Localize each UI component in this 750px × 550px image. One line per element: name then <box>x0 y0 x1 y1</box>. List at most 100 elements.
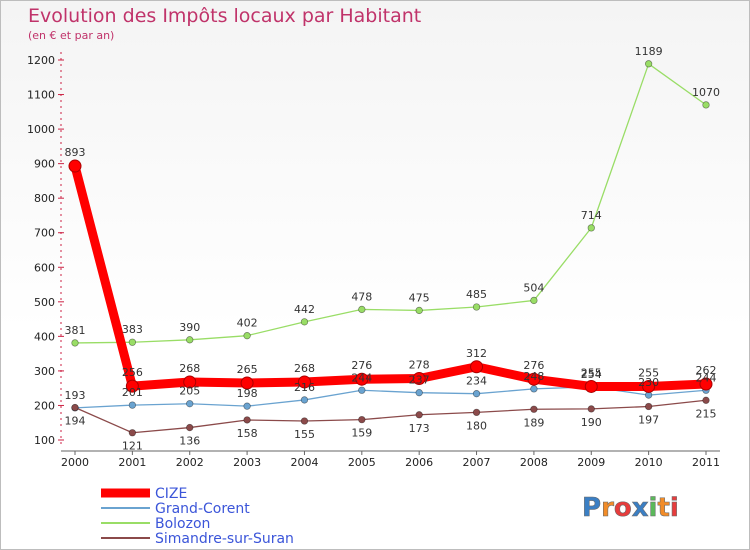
x-tick-label: 2008 <box>520 456 548 469</box>
series-line-simandre-sur-suran <box>74 399 707 434</box>
data-point <box>68 159 82 173</box>
data-point <box>530 405 538 413</box>
x-tick-label: 2003 <box>233 456 261 469</box>
data-label: 244 <box>696 371 717 384</box>
y-tick-label: 600 <box>34 261 55 274</box>
chart-subtitle: (en € et par an) <box>28 29 114 42</box>
data-point <box>644 60 653 68</box>
data-point <box>472 303 481 311</box>
data-label: 485 <box>466 288 487 301</box>
data-point <box>186 336 194 344</box>
logo-letter: i <box>649 493 658 523</box>
data-label: 268 <box>179 362 200 375</box>
data-label: 390 <box>179 321 200 334</box>
logo-letter: i <box>670 493 679 523</box>
y-tick-label: 300 <box>34 365 55 378</box>
data-label: 201 <box>122 386 143 399</box>
data-point <box>584 379 598 393</box>
data-point <box>128 429 137 437</box>
x-tick-label: 2010 <box>635 456 663 469</box>
data-label: 190 <box>581 416 602 429</box>
data-point <box>470 360 484 374</box>
x-tick-label: 2004 <box>290 456 318 469</box>
series-line-bolozon <box>74 63 707 344</box>
data-label: 244 <box>351 371 372 384</box>
x-tick-label: 2011 <box>692 456 720 469</box>
data-label: 198 <box>237 387 258 400</box>
x-tick-label: 2002 <box>176 456 204 469</box>
data-label: 478 <box>351 290 372 303</box>
data-point <box>128 338 137 346</box>
data-point <box>587 224 595 232</box>
data-point <box>358 415 366 424</box>
proxiti-logo: Proxiti <box>582 493 679 523</box>
data-label: 1189 <box>635 45 663 58</box>
data-point <box>530 296 538 305</box>
data-label: 193 <box>65 389 86 402</box>
data-point <box>702 101 710 109</box>
data-label: 268 <box>294 362 315 375</box>
logo-letter: x <box>632 493 649 523</box>
data-label: 255 <box>581 366 602 379</box>
data-point <box>300 396 309 404</box>
data-label: 234 <box>466 375 487 388</box>
data-label: 136 <box>179 435 200 448</box>
data-point <box>186 423 194 432</box>
data-label: 230 <box>638 376 659 389</box>
data-label: 155 <box>294 428 315 441</box>
data-label: 158 <box>237 427 258 440</box>
series-line-cize <box>70 161 711 391</box>
logo-letter: r <box>601 493 614 523</box>
data-point <box>186 400 194 408</box>
data-point <box>243 402 251 410</box>
data-point <box>415 306 423 315</box>
y-tick-label: 800 <box>34 192 55 205</box>
data-point <box>128 401 137 409</box>
data-label: 312 <box>466 347 487 360</box>
data-label: 216 <box>294 381 315 394</box>
data-point <box>243 332 251 340</box>
x-tick-label: 2007 <box>463 456 491 469</box>
data-point <box>644 402 653 411</box>
data-label: 121 <box>122 440 143 453</box>
data-label: 504 <box>523 281 544 294</box>
data-label: 237 <box>409 374 430 387</box>
data-point <box>358 386 366 394</box>
logo-letter: t <box>657 493 669 523</box>
x-tick-label: 2009 <box>577 456 605 469</box>
data-label: 205 <box>179 385 200 398</box>
x-tick-label: 2001 <box>118 456 146 469</box>
data-point <box>587 405 595 413</box>
y-tick-label: 700 <box>34 227 55 240</box>
data-label: 255 <box>638 366 659 379</box>
data-point <box>472 408 481 417</box>
data-label: 197 <box>638 413 659 426</box>
y-tick-label: 500 <box>34 296 55 309</box>
data-point <box>240 376 254 390</box>
data-point <box>71 403 79 412</box>
y-tick-label: 1000 <box>27 123 55 136</box>
x-tick-label: 2006 <box>405 456 433 469</box>
data-point <box>415 389 423 397</box>
legend-label: Bolozon <box>155 516 210 532</box>
data-point <box>300 417 309 425</box>
data-label: 173 <box>409 422 430 435</box>
data-point <box>642 379 656 393</box>
data-label: 180 <box>466 419 487 432</box>
data-label: 254 <box>581 368 602 381</box>
data-point <box>300 318 309 326</box>
data-label: 381 <box>65 324 86 337</box>
data-label: 475 <box>409 291 430 304</box>
data-label: 276 <box>351 359 372 372</box>
data-point <box>183 375 197 389</box>
data-label: 276 <box>523 359 544 372</box>
y-tick-label: 1200 <box>27 54 55 67</box>
data-label: 1070 <box>692 86 720 99</box>
data-point <box>415 411 423 419</box>
x-tick-label: 2000 <box>61 456 89 469</box>
logo-letter: o <box>614 493 632 523</box>
data-label: 215 <box>696 407 717 420</box>
data-label: 189 <box>523 416 544 429</box>
